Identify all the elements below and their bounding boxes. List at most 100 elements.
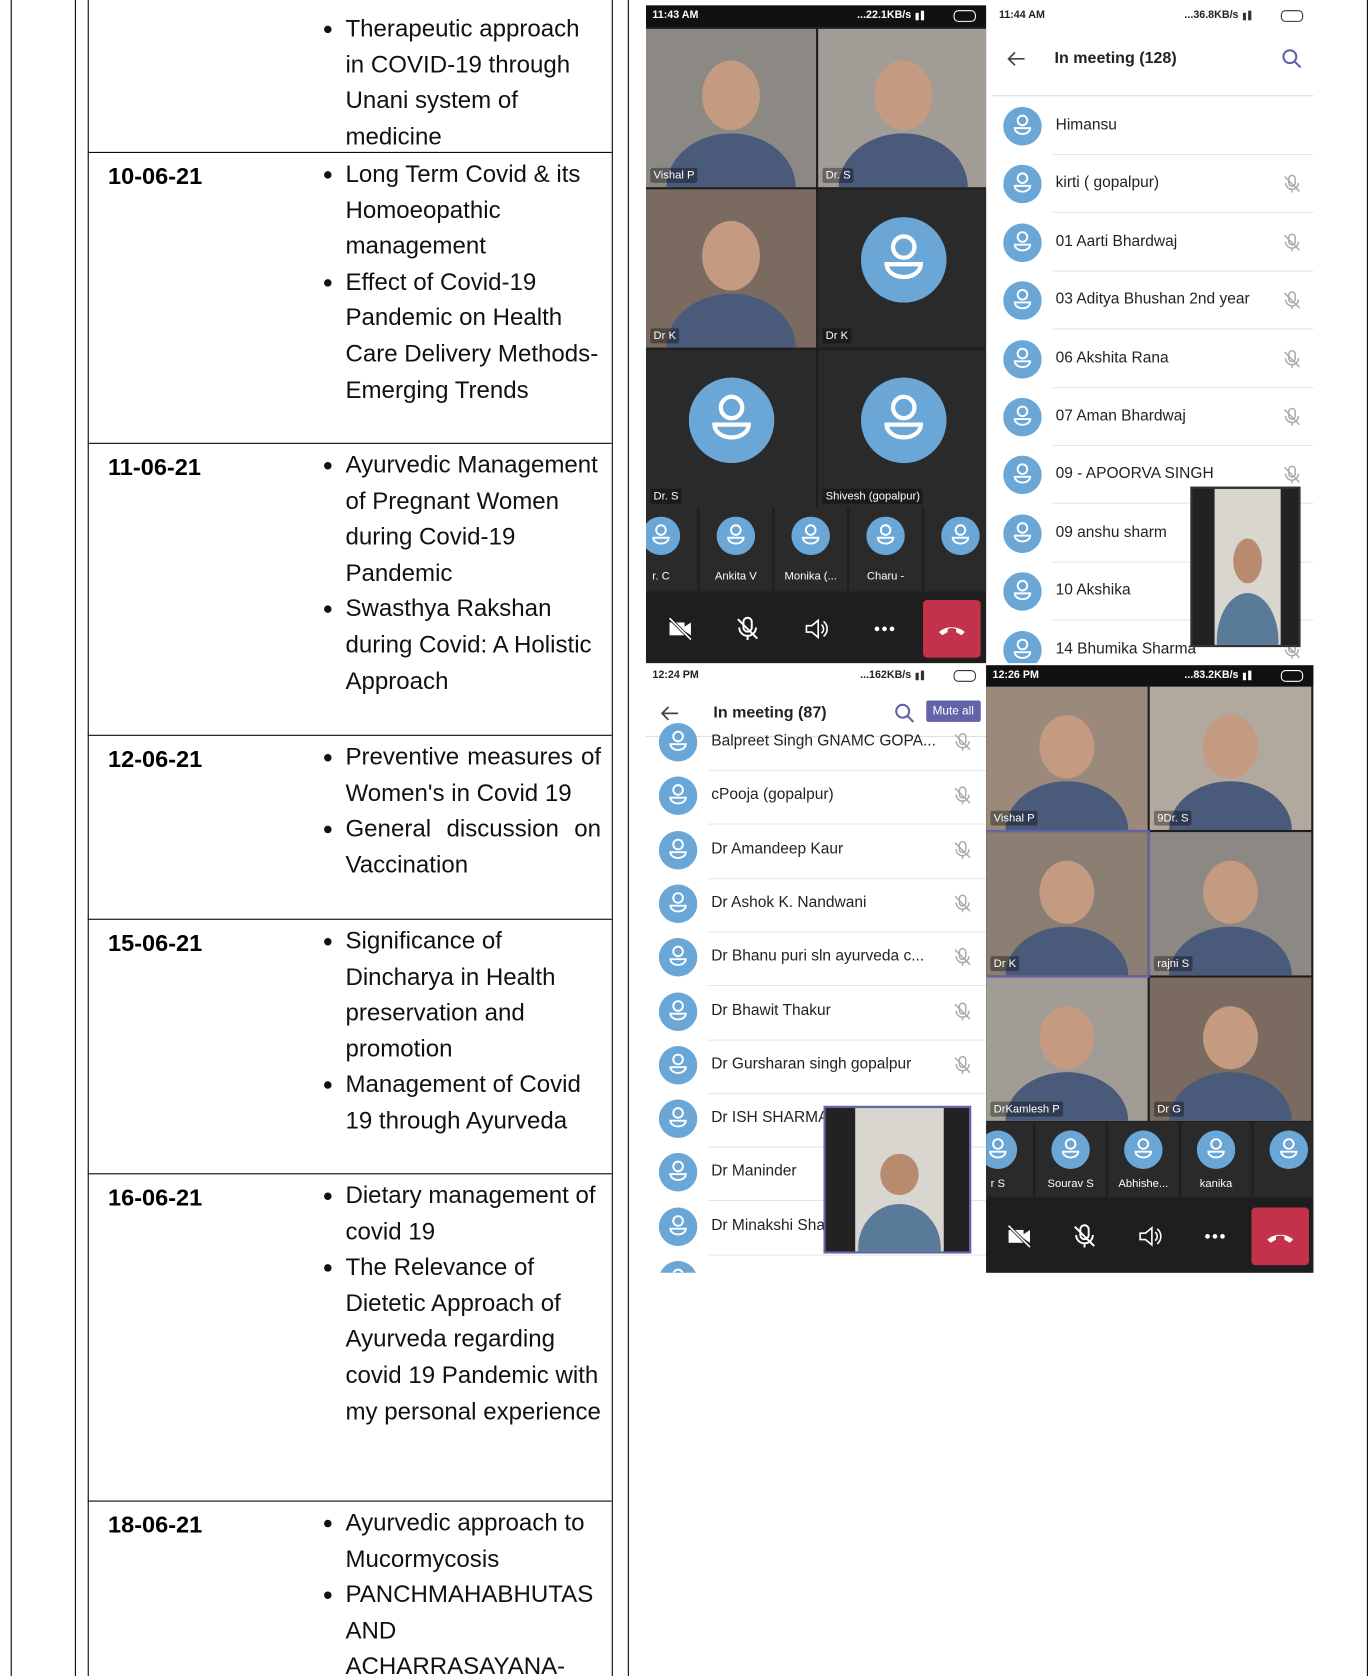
participant-row[interactable]: Dr Minakshi Sha [646,1200,987,1256]
participant-avatar [688,377,774,469]
participant-row[interactable]: 06 Akshita Rana [993,332,1314,388]
video-frame [838,60,968,188]
floating-video [823,1105,972,1254]
participant-row[interactable]: cPooja (gopalpur) [646,769,987,825]
participant-row[interactable]: Dr Bhawit Thakur [646,985,987,1041]
icon-path [1284,415,1300,426]
topic: The Relevance of Dietetic Approach of Ay… [345,1249,601,1429]
icon-svg [1282,49,1302,69]
hang-up-button[interactable] [923,599,981,662]
participant-row[interactable]: Dr Ashok K. Nandwani [646,877,987,933]
participant-row[interactable]: 09 - APOORVA SINGH [993,449,1314,505]
participant-avatar [1003,630,1042,664]
participant-row[interactable]: 01 Aarti Bhardwaj [993,216,1314,272]
video-tile: rajni S [1149,832,1312,976]
participant-row[interactable]: 10 Akshika [993,565,1314,621]
avatar [658,723,698,762]
call-button[interactable] [734,614,762,647]
participant-name: Dr Minakshi Sha [711,1216,826,1234]
icon-path [1134,1150,1152,1159]
call-button[interactable] [1005,1222,1033,1255]
participant-row[interactable]: Dr Bhanu puri sln ayurveda c... [646,931,987,987]
tile-name: 9Dr. S [1154,810,1192,826]
icon-path [1013,534,1032,543]
icon-circle [1051,1130,1090,1169]
table-row: 15-06-21 Significance of Dincharya in Hea… [87,920,612,1175]
call-button[interactable] [802,614,830,647]
participant-row[interactable]: kirti ( gopalpur) [993,158,1314,214]
icon-ellipse [1005,1072,1129,1121]
avatar-tile: Shivesh (gopalpur) [818,349,987,509]
back-arrow[interactable] [659,703,680,730]
topic: Effect of Covid-19 Pandemic on Health Ca… [345,264,601,408]
icon-path [1013,650,1032,659]
avatar [860,377,946,464]
back-arrow[interactable] [1005,48,1026,75]
icon-circle [895,703,911,719]
icon-ellipse [1039,715,1095,779]
row-divider [708,985,987,987]
strip-name: r S [990,1177,1006,1191]
participant-avatar [658,723,698,767]
session-date: 10-06-21 [108,162,203,190]
search-icon[interactable] [1281,48,1302,75]
participant-row[interactable]: Himansu [993,99,1314,156]
mic-off-icon [954,1055,971,1074]
participant-row[interactable]: Dr Amandeep Kaur [646,823,987,879]
session-date: 16-06-21 [108,1183,203,1211]
participant-row[interactable]: Dr Gursharan singh gopalpur [646,1038,987,1094]
icon-circle [1003,106,1042,146]
call-button[interactable] [666,614,694,647]
participant-row[interactable]: 03 Aditya Bhushan 2nd year [993,274,1314,330]
tile-name: Dr K [650,328,680,344]
avatar [860,217,946,303]
avatar-tile: Dr. S [645,349,817,509]
table-row: 11-06-21 Ayurvedic Management of Pregnant… [87,444,612,736]
participant-row[interactable]: Balpreet Singh GNAMC GOPA... [646,716,987,772]
topic: Dietary management of covid 19 [345,1178,601,1250]
mute-all-button[interactable]: Mute all [926,700,981,722]
call-button[interactable] [1136,1222,1164,1255]
video-frame [986,832,1147,976]
icon-path [1013,185,1032,193]
topic: Long Term Covid & its Homoeopathic manag… [345,156,601,264]
tile-name: Dr G [1154,1101,1185,1117]
tile-name: rajni S [1154,956,1193,972]
icon-path [684,621,691,635]
avatar [1003,339,1042,379]
tile-name: DrKamlesh P [990,1101,1063,1117]
icon-path [1267,1234,1294,1243]
icon-rect [1242,12,1247,21]
participant-row[interactable]: Dr ISH SHARMA [646,1092,987,1148]
icon-ellipse [1039,860,1095,924]
participant-row[interactable]: 14 Bhumika Sharma [993,623,1314,664]
icon-svg [1251,1207,1310,1266]
icon-svg [855,1108,944,1252]
participant-name: Dr Bhanu puri sln ayurveda c... [711,947,925,965]
icon-svg [874,625,894,631]
hang-up-button[interactable] [1251,1207,1310,1270]
icon-circle [860,377,946,464]
participant-avatar [658,1099,698,1144]
row-divider [1052,444,1314,446]
participant-avatar [658,830,698,875]
participant-avatar [791,516,830,561]
call-button[interactable] [1070,1222,1098,1255]
icon-path [883,422,923,440]
row-divider [708,823,987,825]
icon-path [669,743,687,751]
avatar [1269,1130,1309,1169]
participant-name: Dr Bhawit Thakur [711,1001,831,1019]
table-row: Therapeutic approach in COVID-19 through… [87,0,612,153]
tile-name: Dr K [990,956,1020,972]
call-button[interactable] [1201,1222,1229,1255]
icon-path [955,794,970,805]
status-speed: ...36.8KB/s [1184,9,1239,22]
icon-path [669,1065,687,1074]
search-icon[interactable] [894,703,915,730]
avatar [658,1153,698,1192]
mic-off-icon [1073,1224,1095,1248]
participant-row[interactable]: 07 Aman Bhardwaj [993,390,1314,446]
header-divider [992,95,1314,97]
call-button[interactable] [870,614,898,647]
